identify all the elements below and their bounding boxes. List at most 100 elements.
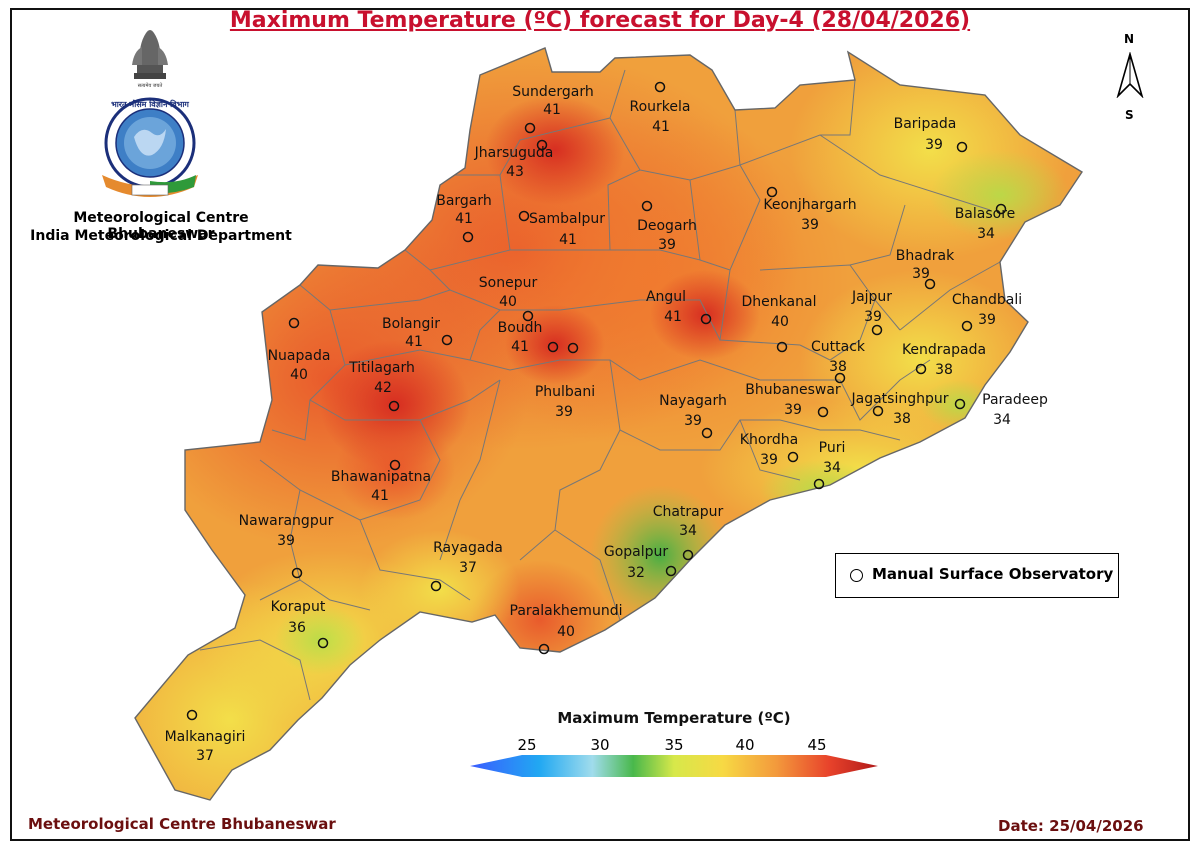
observatory-marker bbox=[871, 324, 883, 336]
station-temperature: 39 bbox=[784, 402, 802, 418]
station-baripada: Baripada 39 bbox=[894, 116, 968, 153]
station-temperature: 42 bbox=[374, 380, 392, 396]
observatory-marker bbox=[538, 643, 550, 655]
north-arrow: N S bbox=[1110, 32, 1150, 122]
observatory-marker bbox=[956, 141, 968, 153]
station-name: Angul bbox=[646, 289, 686, 305]
footer-organization: Meteorological Centre Bhubaneswar bbox=[28, 815, 336, 833]
station-temperature: 34 bbox=[993, 412, 1011, 428]
observatory-marker bbox=[567, 342, 579, 354]
observatory-marker bbox=[462, 231, 474, 243]
station-sonepur: Sonepur 40 bbox=[479, 275, 537, 322]
station-temperature: 40 bbox=[290, 367, 308, 383]
colorbar-tick-35: 35 bbox=[664, 736, 684, 754]
observatory-marker bbox=[961, 320, 973, 332]
colorbar bbox=[470, 755, 878, 777]
station-name: Khordha bbox=[740, 432, 798, 448]
observatory-marker bbox=[430, 580, 442, 592]
station-bhadrak: Bhadrak 39 bbox=[896, 248, 955, 290]
station-temperature: 34 bbox=[977, 226, 995, 242]
station-name: Nuapada bbox=[268, 348, 331, 364]
observatory-marker bbox=[872, 405, 884, 417]
legend-box: Manual Surface Observatory bbox=[835, 553, 1119, 598]
station-temperature: 32 bbox=[627, 565, 645, 581]
station-bhubaneswar: Bhubaneswar 39 bbox=[745, 382, 841, 418]
station-name: Paradeep bbox=[982, 392, 1048, 408]
station-chatrapur: Chatrapur 34 bbox=[653, 504, 724, 561]
station-jagatsinghpur: Jagatsinghpur 38 bbox=[851, 391, 949, 427]
observatory-marker bbox=[665, 565, 677, 577]
colorbar-tick-45: 45 bbox=[807, 736, 827, 754]
station-temperature: 40 bbox=[557, 624, 575, 640]
observatory-marker bbox=[389, 459, 401, 471]
station-temperature: 39 bbox=[555, 404, 573, 420]
station-temperature: 41 bbox=[652, 119, 670, 135]
station-temperature: 41 bbox=[455, 211, 473, 227]
station-name: Bhubaneswar bbox=[745, 382, 841, 398]
station-temperature: 41 bbox=[543, 102, 561, 118]
station-temperature: 34 bbox=[679, 523, 697, 539]
observatory-marker bbox=[701, 427, 713, 439]
org-line-1: Meteorological Centre Bhubaneswar bbox=[73, 210, 249, 242]
station-phulbani: Phulbani 39 bbox=[535, 342, 595, 420]
station-nayagarh: Nayagarh 39 bbox=[659, 393, 727, 439]
station-khordha: Khordha 39 bbox=[740, 432, 799, 468]
station-temperature: 41 bbox=[664, 309, 682, 325]
station-name: Malkanagiri bbox=[165, 729, 246, 745]
station-rayagada: Rayagada 37 bbox=[430, 540, 503, 592]
station-name: Deogarh bbox=[637, 218, 697, 234]
station-temperature: 39 bbox=[864, 309, 882, 325]
observatory-marker bbox=[766, 186, 778, 198]
station-name: Bhadrak bbox=[896, 248, 955, 264]
station-temperature: 39 bbox=[760, 452, 778, 468]
station-temperature: 40 bbox=[499, 294, 517, 310]
station-name: Koraput bbox=[271, 599, 326, 615]
station-temperature: 41 bbox=[511, 339, 529, 355]
station-sundergarh: Sundergarh 41 bbox=[512, 84, 594, 134]
station-temperature: 37 bbox=[459, 560, 477, 576]
station-deogarh: Deogarh 39 bbox=[637, 200, 697, 253]
station-name: Gopalpur bbox=[604, 544, 669, 560]
observatory-marker bbox=[547, 341, 559, 353]
observatory-marker bbox=[288, 317, 300, 329]
station-keonjhargarh: Keonjhargarh 39 bbox=[763, 186, 857, 233]
observatory-marker bbox=[317, 637, 329, 649]
map-title: Maximum Temperature (ºC) forecast for Da… bbox=[229, 8, 971, 33]
north-label: N bbox=[1124, 32, 1135, 46]
station-name: Sambalpur bbox=[529, 211, 605, 227]
colorbar-tick-40: 40 bbox=[735, 736, 755, 754]
station-bargarh: Bargarh 41 bbox=[436, 193, 492, 243]
station-temperature: 39 bbox=[684, 413, 702, 429]
station-paradeep: Paradeep 34 bbox=[954, 392, 1048, 428]
south-label: S bbox=[1125, 108, 1134, 122]
station-name: Rourkela bbox=[630, 99, 691, 115]
station-bolangir: Bolangir 41 bbox=[382, 316, 453, 350]
station-name: Nayagarh bbox=[659, 393, 727, 409]
station-titilagarh: Titilagarh 42 bbox=[348, 360, 415, 412]
imd-emblem-icon: सत्यमेव जयते भारत मौसम विज्ञान विभाग bbox=[102, 30, 198, 197]
observatory-marker bbox=[522, 310, 534, 322]
station-name: Dhenkanal bbox=[742, 294, 817, 310]
observatory-marker bbox=[787, 451, 799, 463]
district-boundaries bbox=[199, 69, 1001, 701]
station-kendrapada: Kendrapada 38 bbox=[902, 342, 986, 378]
observatory-marker bbox=[641, 200, 653, 212]
station-name: Jharsuguda bbox=[474, 145, 554, 161]
station-temperature: 36 bbox=[288, 620, 306, 636]
observatory-marker bbox=[536, 139, 548, 151]
station-name: Paralakhemundi bbox=[510, 603, 623, 619]
station-temperature: 38 bbox=[829, 359, 847, 375]
observatory-marker bbox=[291, 567, 303, 579]
colorbar-tick-25: 25 bbox=[517, 736, 537, 754]
observatory-marker bbox=[915, 363, 927, 375]
station-boudh: Boudh 41 bbox=[498, 320, 559, 355]
station-temperature: 39 bbox=[925, 137, 943, 153]
station-sambalpur: Sambalpur 41 bbox=[518, 210, 605, 248]
colorbar-tick-30: 30 bbox=[590, 736, 610, 754]
station-temperature: 37 bbox=[196, 748, 214, 764]
station-koraput: Koraput 36 bbox=[271, 599, 329, 649]
station-malkanagiri: Malkanagiri 37 bbox=[165, 709, 246, 764]
station-layer: Sundergarh 41 Rourkela 41 Jharsuguda 43 Bargar… bbox=[165, 81, 1048, 764]
station-balasore: Balasore 34 bbox=[955, 203, 1015, 242]
